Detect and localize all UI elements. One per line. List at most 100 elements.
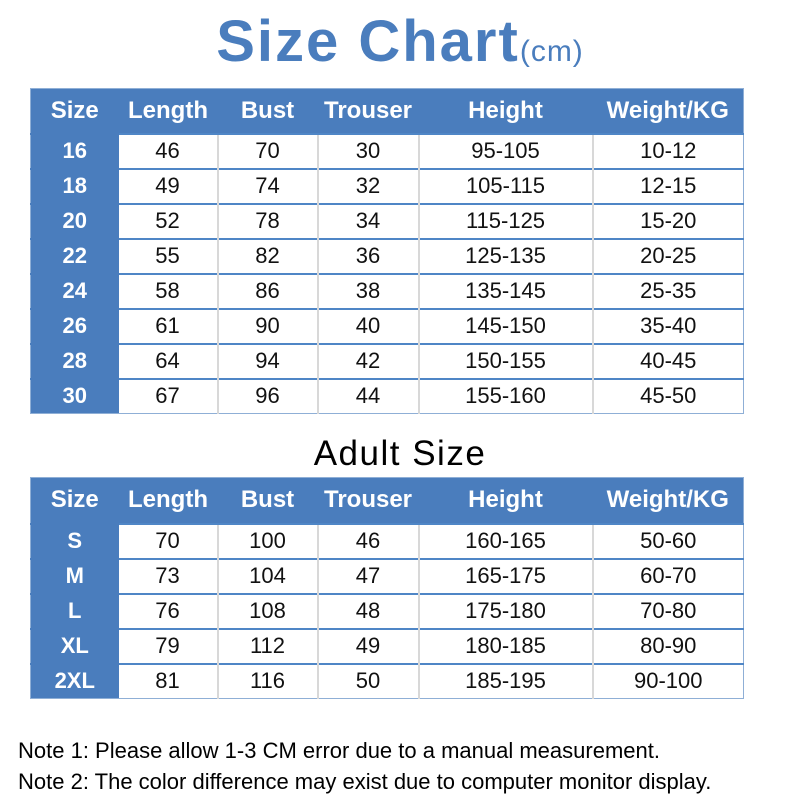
table-row: 28 64 94 42 150-155 40-45: [30, 342, 744, 379]
value-cell: 150-155: [417, 342, 593, 379]
value-cell: 49: [316, 627, 419, 664]
value-cell: 160-165: [417, 522, 593, 559]
value-cell: 90-100: [591, 662, 744, 699]
kids-table-body: 16 46 70 30 95-105 10-12 18 49 74 32 105-115 12-15 2…: [30, 132, 744, 414]
column-header: Trouser: [317, 477, 419, 524]
value-cell: 52: [118, 202, 218, 239]
table-row: L 76 108 48 175-180 70-80: [30, 592, 744, 629]
value-cell: 115-125: [417, 202, 593, 239]
value-cell: 175-180: [417, 592, 593, 629]
value-cell: 40: [316, 307, 419, 344]
value-cell: 42: [316, 342, 419, 379]
size-cell: 24: [30, 272, 119, 309]
value-cell: 49: [118, 167, 218, 204]
value-cell: 104: [216, 557, 318, 594]
value-cell: 95-105: [417, 132, 593, 169]
table-row: 22 55 82 36 125-135 20-25: [30, 237, 744, 274]
value-cell: 50-60: [591, 522, 744, 559]
value-cell: 145-150: [417, 307, 593, 344]
value-cell: 10-12: [591, 132, 744, 169]
table-row: 16 46 70 30 95-105 10-12: [30, 132, 744, 169]
value-cell: 81: [118, 662, 218, 699]
value-cell: 180-185: [417, 627, 593, 664]
size-cell: 30: [30, 377, 119, 414]
column-header: Size: [30, 477, 119, 524]
value-cell: 35-40: [591, 307, 744, 344]
value-cell: 78: [216, 202, 318, 239]
value-cell: 48: [316, 592, 419, 629]
value-cell: 67: [118, 377, 218, 414]
page-title-text: Size Chart: [216, 9, 520, 74]
value-cell: 155-160: [417, 377, 593, 414]
column-header: Trouser: [317, 88, 419, 134]
size-cell: XL: [30, 627, 119, 664]
value-cell: 165-175: [417, 557, 593, 594]
value-cell: 55: [118, 237, 218, 274]
size-cell: 28: [30, 342, 119, 379]
value-cell: 40-45: [591, 342, 744, 379]
value-cell: 58: [118, 272, 218, 309]
value-cell: 185-195: [417, 662, 593, 699]
value-cell: 30: [316, 132, 419, 169]
value-cell: 94: [216, 342, 318, 379]
value-cell: 36: [316, 237, 419, 274]
value-cell: 45-50: [591, 377, 744, 414]
column-header: Bust: [217, 88, 318, 134]
page-title: Size Chart(cm): [0, 6, 800, 82]
size-cell: L: [30, 592, 119, 629]
size-cell: 20: [30, 202, 119, 239]
value-cell: 25-35: [591, 272, 744, 309]
value-cell: 32: [316, 167, 419, 204]
value-cell: 112: [216, 627, 318, 664]
column-header: Length: [118, 477, 218, 524]
header-row: Size Length Bust Trouser Height Weight/KG: [30, 477, 744, 524]
column-header: Weight/KG: [592, 88, 744, 134]
value-cell: 70-80: [591, 592, 744, 629]
size-cell: S: [30, 522, 119, 559]
value-cell: 46: [316, 522, 419, 559]
value-cell: 79: [118, 627, 218, 664]
table-row: 26 61 90 40 145-150 35-40: [30, 307, 744, 344]
value-cell: 135-145: [417, 272, 593, 309]
value-cell: 73: [118, 557, 218, 594]
value-cell: 46: [118, 132, 218, 169]
value-cell: 50: [316, 662, 419, 699]
value-cell: 20-25: [591, 237, 744, 274]
value-cell: 96: [216, 377, 318, 414]
table-row: 18 49 74 32 105-115 12-15: [30, 167, 744, 204]
column-header: Height: [418, 88, 593, 134]
value-cell: 125-135: [417, 237, 593, 274]
adult-size-table: Size Length Bust Trouser Height Weight/KG S 70…: [30, 477, 744, 699]
table-row: 20 52 78 34 115-125 15-20: [30, 202, 744, 239]
adult-table-body: S 70 100 46 160-165 50-60 M 73 104 47 165-175 60-70…: [30, 522, 744, 699]
value-cell: 38: [316, 272, 419, 309]
value-cell: 116: [216, 662, 318, 699]
value-cell: 76: [118, 592, 218, 629]
column-header: Size: [30, 88, 119, 134]
kids-size-table: Size Length Bust Trouser Height Weight/KG 16 4…: [30, 88, 744, 414]
table-row: 2XL 81 116 50 185-195 90-100: [30, 662, 744, 699]
table-row: S 70 100 46 160-165 50-60: [30, 522, 744, 559]
value-cell: 34: [316, 202, 419, 239]
table-row: M 73 104 47 165-175 60-70: [30, 557, 744, 594]
notes: Note 1: Please allow 1-3 CM error due to…: [18, 735, 788, 797]
column-header: Weight/KG: [592, 477, 744, 524]
size-cell: M: [30, 557, 119, 594]
value-cell: 108: [216, 592, 318, 629]
size-cell: 22: [30, 237, 119, 274]
value-cell: 105-115: [417, 167, 593, 204]
value-cell: 70: [118, 522, 218, 559]
adult-size-label: Adult Size: [313, 434, 487, 473]
value-cell: 74: [216, 167, 318, 204]
value-cell: 61: [118, 307, 218, 344]
value-cell: 90: [216, 307, 318, 344]
size-cell: 16: [30, 132, 119, 169]
table-row: XL 79 112 49 180-185 80-90: [30, 627, 744, 664]
kids-table-header: Size Length Bust Trouser Height Weight/KG: [30, 88, 744, 134]
value-cell: 44: [316, 377, 419, 414]
value-cell: 80-90: [591, 627, 744, 664]
value-cell: 60-70: [591, 557, 744, 594]
size-cell: 26: [30, 307, 119, 344]
page-title-unit: (cm): [519, 35, 584, 68]
value-cell: 47: [316, 557, 419, 594]
